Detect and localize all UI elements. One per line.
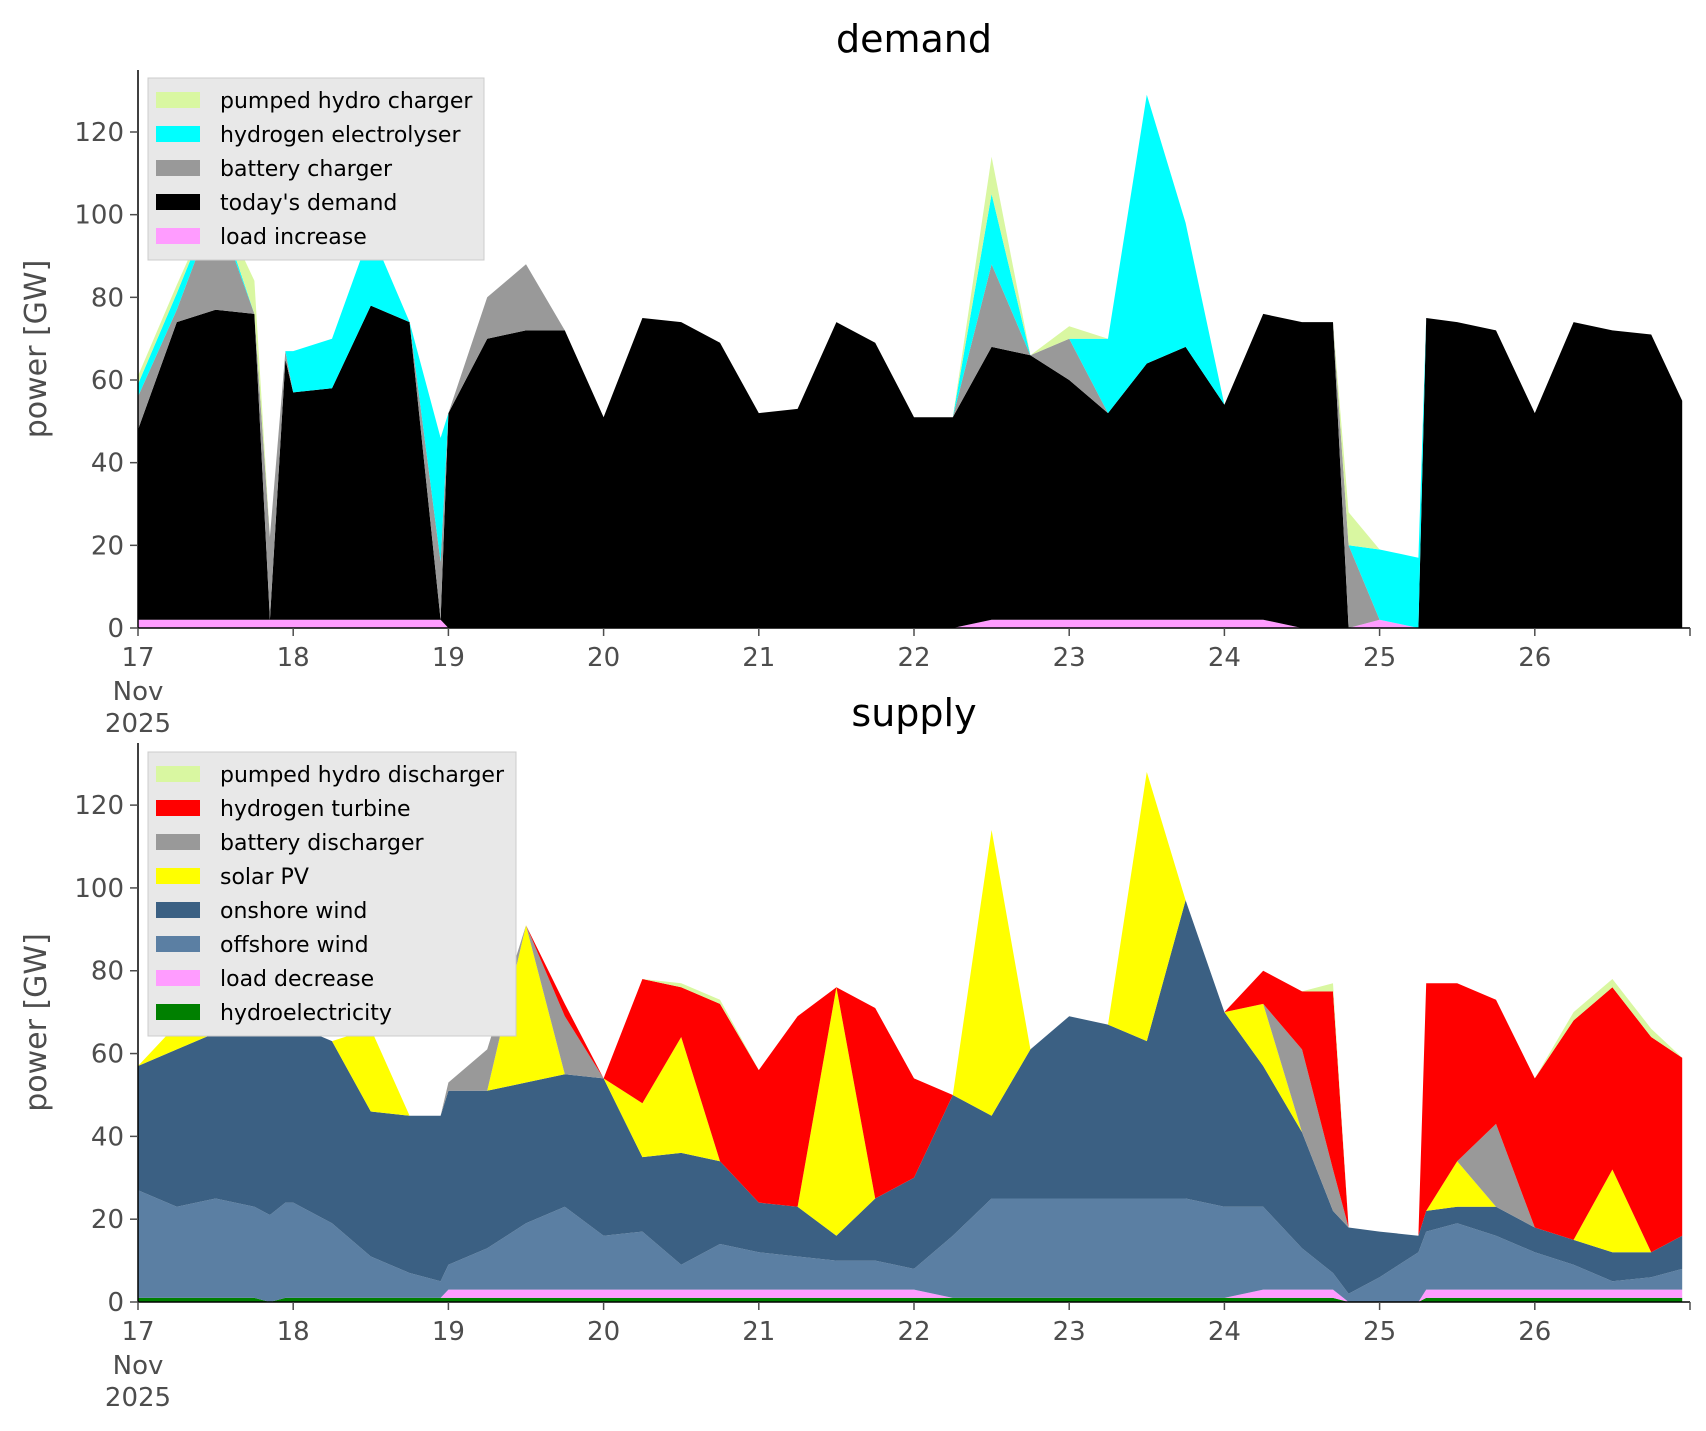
y-tick-label: 60	[91, 366, 124, 396]
legend-swatch-solar-pv	[156, 868, 200, 884]
area-load-increase	[138, 619, 1683, 628]
legend-swatch-today-s-demand	[156, 194, 200, 210]
area-load-decrease	[138, 1289, 1683, 1302]
x-tick-label: 17	[121, 1317, 154, 1347]
area-hydrogen-turbine	[138, 772, 1683, 1253]
chart-title: supply	[851, 691, 976, 735]
legend-label-battery-discharger: battery discharger	[220, 831, 425, 856]
legend-swatch-battery-charger	[156, 160, 200, 176]
legend-swatch-load-decrease	[156, 970, 200, 986]
x-tick-label: 24	[1208, 643, 1241, 673]
legend-box	[147, 77, 485, 261]
x-tick-label: 26	[1518, 1317, 1551, 1347]
legend-swatch-hydrogen-electrolyser	[156, 126, 200, 142]
area-hydroelectricity	[138, 1297, 1683, 1302]
y-tick-label: 20	[91, 531, 124, 561]
y-tick-label: 20	[91, 1205, 124, 1235]
legend-label-offshore-wind: offshore wind	[220, 933, 369, 958]
area-layers	[138, 772, 1683, 1302]
x-tick-label: 22	[897, 1317, 930, 1347]
x-tick-label: 26	[1518, 643, 1551, 673]
y-tick-label: 80	[91, 283, 124, 313]
x-tick-sublabel: 2025	[105, 709, 171, 739]
legend-swatch-offshore-wind	[156, 936, 200, 952]
x-tick-label: 19	[432, 643, 465, 673]
x-tick-label: 24	[1208, 1317, 1241, 1347]
y-tick-label: 80	[91, 957, 124, 987]
y-axis-label: power [GW]	[19, 933, 54, 1112]
legend-swatch-battery-discharger	[156, 834, 200, 850]
x-tick-label: 17	[121, 643, 154, 673]
x-tick-sublabel: Nov	[113, 1351, 164, 1381]
legend-label-hydrogen-electrolyser: hydrogen electrolyser	[220, 123, 461, 148]
legend-label-hydroelectricity: hydroelectricity	[220, 1001, 392, 1026]
legend-label-onshore-wind: onshore wind	[220, 899, 367, 924]
area-layers	[138, 94, 1683, 629]
legend-box	[147, 751, 517, 1037]
legend-label-battery-charger: battery charger	[220, 157, 393, 182]
legend-swatch-pumped-hydro-discharger	[156, 766, 200, 782]
x-tick-label: 25	[1363, 643, 1396, 673]
legend-label-solar-pv: solar PV	[220, 865, 309, 890]
legend-label-hydrogen-turbine: hydrogen turbine	[220, 797, 411, 822]
legend-swatch-onshore-wind	[156, 902, 200, 918]
legend-label-pumped-hydro-charger: pumped hydro charger	[220, 89, 473, 114]
y-axis-label: power [GW]	[19, 260, 54, 439]
legend-swatch-hydroelectricity	[156, 1004, 200, 1020]
chart-title: demand	[836, 17, 992, 61]
legend-swatch-load-increase	[156, 228, 200, 244]
y-tick-label: 40	[91, 449, 124, 479]
y-tick-label: 120	[74, 791, 124, 821]
y-tick-label: 120	[74, 118, 124, 148]
x-tick-label: 18	[277, 643, 310, 673]
x-tick-label: 22	[897, 643, 930, 673]
area-onshore-wind	[138, 900, 1683, 1294]
x-tick-label: 20	[587, 643, 620, 673]
area-offshore-wind	[138, 1190, 1683, 1302]
x-tick-label: 25	[1363, 1317, 1396, 1347]
legend-label-load-increase: load increase	[220, 225, 367, 250]
x-tick-label: 20	[587, 1317, 620, 1347]
x-tick-label: 18	[277, 1317, 310, 1347]
x-tick-label: 19	[432, 1317, 465, 1347]
legend-label-today-s-demand: today's demand	[220, 191, 397, 216]
y-tick-label: 100	[74, 874, 124, 904]
y-tick-label: 0	[107, 1288, 124, 1318]
x-tick-label: 23	[1053, 643, 1086, 673]
y-tick-label: 40	[91, 1122, 124, 1152]
legend: pumped hydro discharger hydrogen turbine b…	[147, 751, 517, 1037]
legend-label-pumped-hydro-discharger: pumped hydro discharger	[220, 763, 505, 788]
y-tick-label: 100	[74, 201, 124, 231]
legend-swatch-pumped-hydro-charger	[156, 92, 200, 108]
x-tick-label: 21	[742, 1317, 775, 1347]
legend-label-load-decrease: load decrease	[220, 967, 374, 992]
legend: pumped hydro charger hydrogen electrolyse…	[147, 77, 485, 261]
x-tick-sublabel: 2025	[105, 1383, 171, 1413]
x-tick-sublabel: Nov	[113, 677, 164, 707]
y-tick-label: 60	[91, 1040, 124, 1070]
legend-swatch-hydrogen-turbine	[156, 800, 200, 816]
x-tick-label: 23	[1053, 1317, 1086, 1347]
y-tick-label: 0	[107, 614, 124, 644]
area-battery-charger	[138, 206, 1683, 628]
area-today-s-demand	[138, 305, 1683, 628]
x-tick-label: 21	[742, 643, 775, 673]
